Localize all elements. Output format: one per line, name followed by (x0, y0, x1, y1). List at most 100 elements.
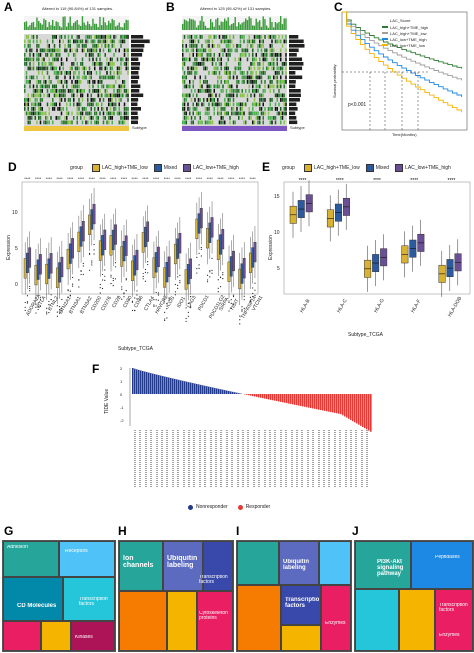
mutation-cell (285, 80, 287, 84)
mutation-cell (60, 62, 63, 66)
mutation-cell (81, 62, 84, 66)
mutation-cell (60, 98, 63, 102)
tide-bar (216, 388, 218, 394)
mutation-cell (225, 66, 228, 71)
box (157, 246, 160, 268)
mutation-cell (220, 48, 222, 53)
mutation-cell (52, 120, 54, 125)
mutation-cell (241, 71, 243, 75)
box (26, 252, 29, 274)
mutation-cell (38, 71, 40, 75)
sample-label (236, 430, 239, 488)
mutation-cell (111, 62, 113, 66)
mutation-cell (276, 66, 278, 71)
tide-bar (252, 394, 254, 397)
mutation-cell (283, 102, 285, 107)
mutation-cell (271, 66, 273, 71)
mutation-cell (92, 102, 94, 107)
mutation-cell (125, 116, 127, 120)
mutation-cell (238, 57, 240, 62)
mutation-cell (220, 62, 222, 66)
tide-bar (324, 394, 326, 411)
treemap-h-text-3: Cytoskeleton proteins (199, 611, 228, 621)
sig-mark: **** (239, 176, 246, 181)
mutation-cell (278, 111, 280, 116)
legend-label: LAC_low+TME_high (405, 165, 451, 171)
mutation-cell (39, 39, 42, 44)
sample-label (225, 430, 228, 488)
mutation-cell (241, 116, 243, 120)
outlier (249, 299, 252, 301)
mutation-cell (69, 120, 71, 125)
mutation-cell (78, 89, 80, 93)
mutation-cell (236, 89, 238, 93)
mutation-cell (187, 57, 189, 62)
outlier (189, 305, 192, 307)
box (152, 257, 156, 278)
mutation-cell (189, 80, 191, 84)
tmb-bar (125, 19, 127, 30)
box (122, 240, 126, 262)
outlier (48, 300, 50, 303)
mutation-cell (94, 80, 96, 84)
sig-mark: **** (153, 176, 160, 181)
box (34, 264, 38, 286)
mutation-cell (248, 75, 250, 80)
mutation-cell (273, 62, 275, 66)
box (109, 235, 113, 256)
mutation-cell (115, 98, 117, 102)
mutation-cell (111, 93, 113, 98)
mutation-cell (213, 89, 215, 93)
tmb-bar (278, 21, 280, 30)
mutation-cell (236, 48, 238, 53)
mutation-cell (227, 39, 229, 44)
mutation-cell (271, 53, 273, 57)
mutation-cell (122, 116, 124, 120)
mutation-cell (190, 116, 193, 120)
outlier (252, 287, 254, 289)
mutation-cell (215, 35, 217, 39)
mutation-cell (204, 66, 207, 71)
mutation-cell (66, 120, 68, 125)
mutation-cell (213, 53, 215, 57)
mutation-cell (274, 39, 277, 44)
mutation-cell (283, 111, 285, 116)
tide-bar (140, 370, 142, 394)
mutation-cell (213, 44, 215, 48)
mutation-cell (213, 98, 215, 102)
box (165, 262, 169, 283)
tmb-bar (276, 23, 278, 30)
mutation-cell (59, 66, 61, 71)
tmb-bar (34, 27, 36, 30)
mutation-cell (201, 89, 203, 93)
ytick: -2 (120, 418, 124, 423)
tide-bar (318, 394, 320, 410)
mutation-cell (122, 80, 124, 84)
mutation-cell (78, 66, 80, 71)
mutation-cell (283, 39, 285, 44)
mutation-cell (274, 75, 277, 80)
tmb-bar (36, 17, 38, 30)
outlier (206, 274, 209, 276)
mutation-cell (215, 102, 217, 107)
tmb-bar (57, 22, 59, 30)
mutation-cell (76, 120, 78, 125)
mutation-cell (248, 39, 250, 44)
mutation-cell (52, 84, 54, 89)
mutation-cell (120, 98, 122, 102)
mutation-cell (241, 89, 243, 93)
mutation-cell (192, 39, 194, 44)
mutation-cell (73, 71, 75, 75)
mutation-cell (246, 93, 249, 98)
mutation-cell (196, 66, 198, 71)
mutation-cell (80, 116, 82, 120)
mutation-cell (83, 75, 85, 80)
mutation-cell (76, 111, 78, 116)
outlier (219, 276, 222, 279)
treemap-g-text-0: CD Molecules (17, 603, 57, 609)
mutation-cell (274, 53, 277, 57)
outlier (26, 302, 29, 304)
mutation-cell (38, 107, 40, 111)
mutation-cell (183, 57, 186, 62)
mutation-cell (190, 89, 193, 93)
